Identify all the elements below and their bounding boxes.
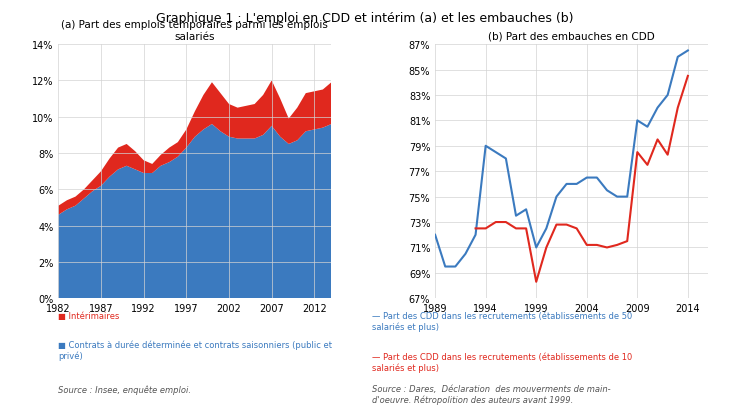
- Text: Source : Insee, enquête emploi.: Source : Insee, enquête emploi.: [58, 384, 191, 394]
- Text: — Part des CDD dans les recrutements (établissements de 50
salariés et plus): — Part des CDD dans les recrutements (ét…: [372, 311, 633, 331]
- Title: (a) Part des emplois temporaires parmi les emplois
salariés: (a) Part des emplois temporaires parmi l…: [61, 20, 328, 41]
- Text: ■ Intérimaires: ■ Intérimaires: [58, 311, 120, 320]
- Text: Graphique 1 : L'emploi en CDD et intérim (a) et les embauches (b): Graphique 1 : L'emploi en CDD et intérim…: [156, 12, 574, 25]
- Title: (b) Part des embauches en CDD: (b) Part des embauches en CDD: [488, 31, 655, 41]
- Text: ■ Contrats à durée déterminée et contrats saisonniers (public et
privé): ■ Contrats à durée déterminée et contrat…: [58, 339, 332, 360]
- Text: Source : Dares,  Déclaration  des mouverments de main-
d'oeuvre. Rétropolition d: Source : Dares, Déclaration des mouverme…: [372, 384, 611, 405]
- Text: — Part des CDD dans les recrutements (établissements de 10
salariés et plus): — Part des CDD dans les recrutements (ét…: [372, 352, 633, 372]
